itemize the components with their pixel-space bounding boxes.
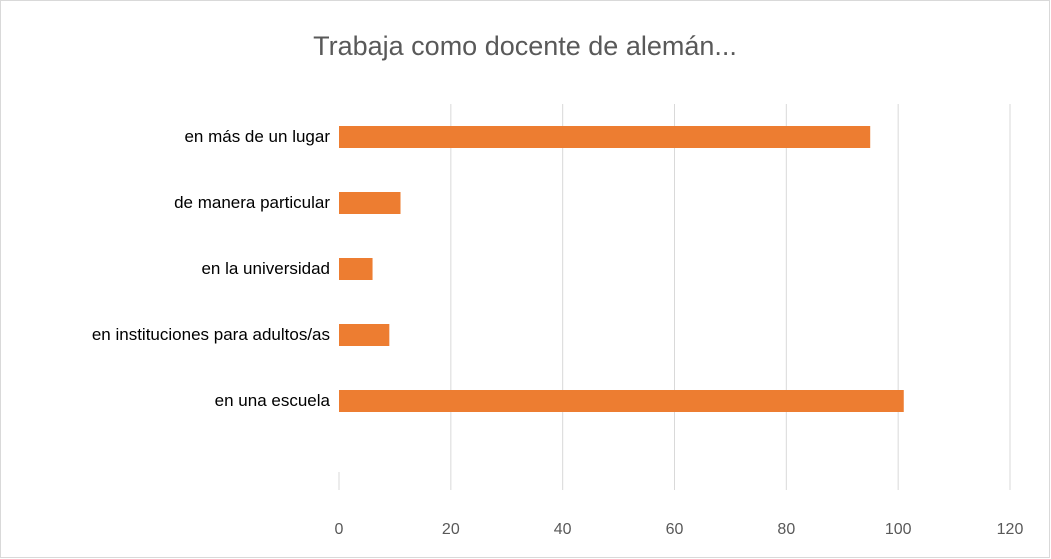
x-tick-label: 80	[777, 521, 795, 538]
bar	[339, 126, 871, 148]
bar	[339, 324, 390, 346]
bar	[339, 192, 401, 214]
x-tick-label: 40	[554, 521, 572, 538]
y-tick-label: en instituciones para adultos/as	[91, 325, 330, 344]
bar	[339, 258, 373, 280]
bar	[339, 390, 904, 412]
x-tick-label: 0	[335, 521, 344, 538]
x-tick-label: 60	[666, 521, 684, 538]
x-tick-label: 120	[997, 521, 1024, 538]
x-tick-label: 20	[442, 521, 460, 538]
y-tick-label: en una escuela	[214, 391, 330, 410]
y-tick-label: en la universidad	[201, 259, 330, 278]
y-tick-label: de manera particular	[174, 193, 330, 212]
x-tick-label: 100	[885, 521, 912, 538]
y-tick-label: en más de un lugar	[184, 127, 330, 146]
chart-title: Trabaja como docente de alemán...	[313, 31, 737, 61]
